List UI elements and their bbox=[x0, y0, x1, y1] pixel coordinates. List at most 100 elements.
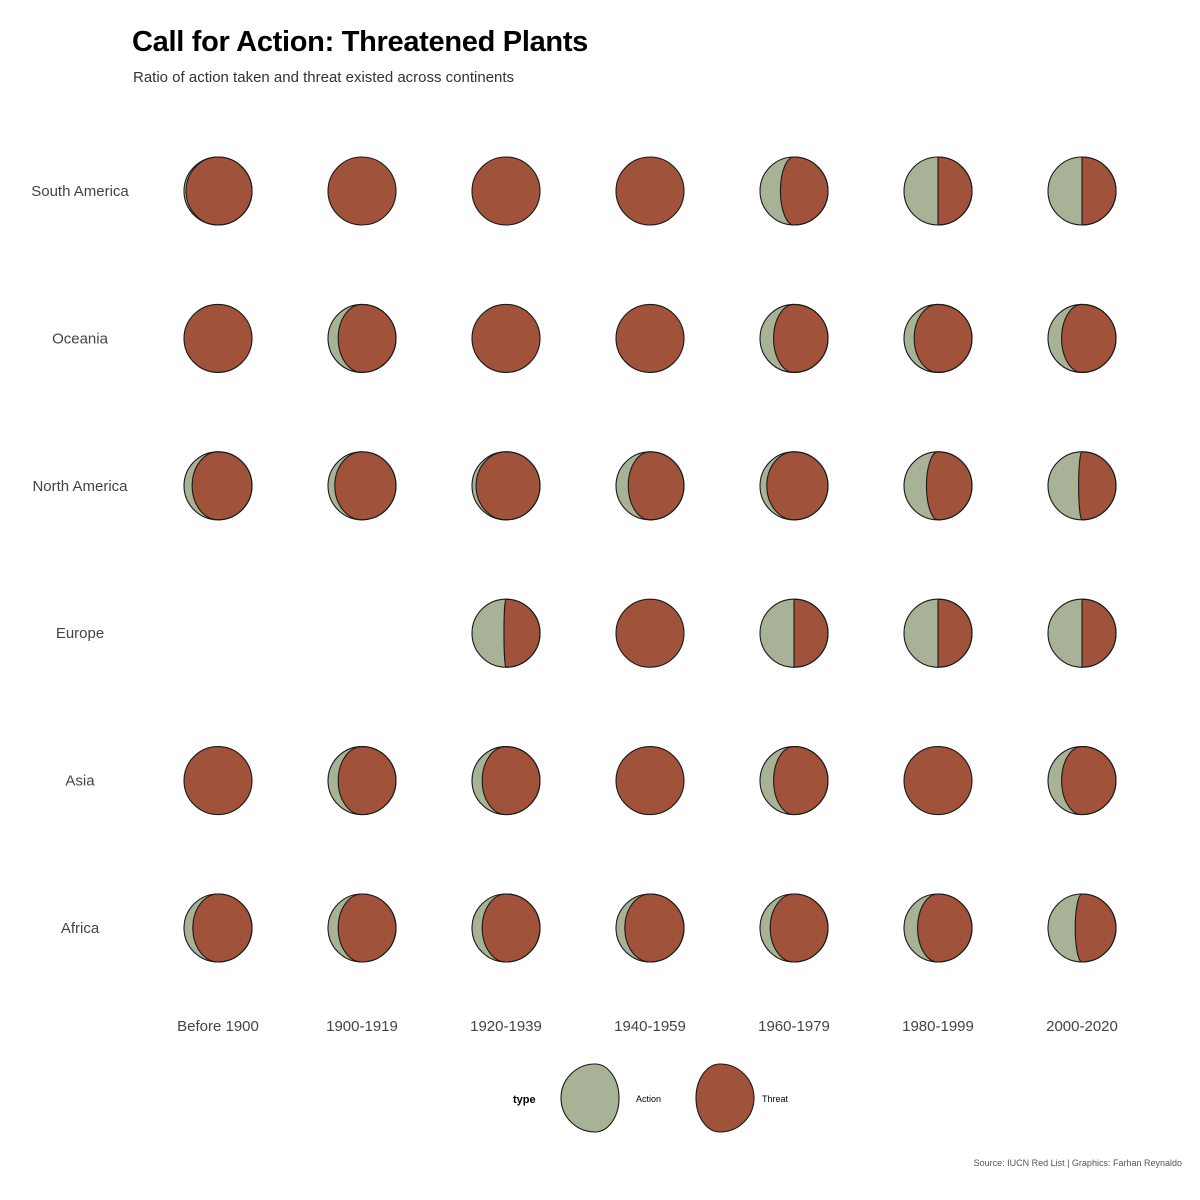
moon-threat bbox=[192, 893, 253, 963]
moon-threat bbox=[627, 451, 685, 521]
moon-threat bbox=[481, 893, 541, 963]
moon-point bbox=[759, 156, 829, 226]
moon-threat bbox=[925, 451, 973, 521]
moon-threat bbox=[481, 746, 541, 816]
y-axis-labels: South America Oceania North America Europe A… bbox=[31, 183, 129, 937]
moon-threat bbox=[1081, 598, 1117, 668]
y-tick-label: Oceania bbox=[52, 330, 109, 347]
moon-point bbox=[759, 451, 829, 521]
moon-threat bbox=[937, 598, 973, 668]
moon-threat bbox=[917, 893, 973, 963]
y-tick-label: North America bbox=[32, 478, 128, 495]
x-tick-label: 2000-2020 bbox=[1046, 1018, 1118, 1035]
y-tick-label: Africa bbox=[61, 920, 100, 937]
moon-point bbox=[903, 156, 973, 226]
moon-outline bbox=[759, 598, 829, 668]
moon-threat bbox=[337, 746, 397, 816]
moon-outline bbox=[903, 893, 973, 963]
moon-outline bbox=[759, 893, 829, 963]
legend-title: type bbox=[513, 1094, 536, 1106]
moon-point bbox=[471, 156, 541, 226]
moon-point bbox=[327, 451, 397, 521]
moon-outline bbox=[759, 303, 829, 373]
moon-outline bbox=[903, 451, 973, 521]
moon-outline bbox=[471, 451, 541, 521]
moon-point bbox=[183, 746, 253, 816]
moon-threat bbox=[615, 156, 685, 226]
moon-point bbox=[327, 303, 397, 373]
moon-threat bbox=[913, 303, 973, 373]
moon-threat bbox=[183, 303, 253, 373]
moon-outline bbox=[1047, 451, 1117, 521]
moon-outline bbox=[471, 893, 541, 963]
moon-outline bbox=[183, 451, 253, 521]
moon-point bbox=[1047, 893, 1117, 963]
x-tick-label: 1920-1939 bbox=[470, 1018, 542, 1035]
moon-point bbox=[1047, 451, 1117, 521]
moon-threat bbox=[769, 893, 829, 963]
moon-point bbox=[1047, 746, 1117, 816]
moon-threat bbox=[183, 746, 253, 816]
moon-point bbox=[903, 451, 973, 521]
moon-point bbox=[615, 746, 685, 816]
moon-point bbox=[615, 156, 685, 226]
moon-outline bbox=[327, 303, 397, 373]
moon-point bbox=[471, 746, 541, 816]
legend-label-threat: Threat bbox=[762, 1094, 789, 1104]
moon-point bbox=[471, 303, 541, 373]
moon-point bbox=[903, 746, 973, 816]
legend: type Action Threat bbox=[513, 1063, 789, 1133]
legend-key-threat bbox=[695, 1063, 755, 1133]
moon-threat bbox=[1061, 746, 1117, 816]
chart-caption: Source: IUCN Red List | Graphics: Farhan… bbox=[973, 1158, 1182, 1168]
moon-threat bbox=[937, 156, 973, 226]
moon-point bbox=[327, 893, 397, 963]
x-tick-label: 1960-1979 bbox=[758, 1018, 830, 1035]
moon-threat bbox=[903, 746, 973, 816]
moon-point bbox=[183, 156, 253, 226]
x-tick-label: Before 1900 bbox=[177, 1018, 259, 1035]
moon-point bbox=[1047, 598, 1117, 668]
moon-point bbox=[471, 598, 541, 668]
moon-threat bbox=[773, 303, 829, 373]
moon-threat bbox=[1061, 303, 1117, 373]
moon-point bbox=[903, 303, 973, 373]
moon-outline bbox=[1047, 598, 1117, 668]
moon-threat bbox=[1074, 893, 1117, 963]
legend-label-action: Action bbox=[636, 1094, 661, 1104]
x-tick-label: 1940-1959 bbox=[614, 1018, 686, 1035]
moon-outline bbox=[1047, 156, 1117, 226]
moon-threat bbox=[327, 156, 397, 226]
moon-outline bbox=[615, 451, 685, 521]
moon-outline bbox=[615, 893, 685, 963]
moon-point bbox=[615, 303, 685, 373]
moon-outline bbox=[471, 598, 541, 668]
moon-outline bbox=[903, 156, 973, 226]
moon-threat bbox=[471, 156, 541, 226]
moon-point bbox=[183, 893, 253, 963]
moon-threat bbox=[337, 893, 397, 963]
moon-point bbox=[759, 746, 829, 816]
moon-point bbox=[903, 893, 973, 963]
moon-point bbox=[1047, 156, 1117, 226]
moon-threat bbox=[624, 893, 685, 963]
moon-point bbox=[327, 746, 397, 816]
moon-threat bbox=[615, 746, 685, 816]
moon-point bbox=[1047, 303, 1117, 373]
moon-threat bbox=[773, 746, 829, 816]
y-tick-label: Asia bbox=[65, 773, 95, 790]
moon-outline bbox=[183, 156, 253, 226]
moon-threat bbox=[471, 303, 541, 373]
x-tick-label: 1980-1999 bbox=[902, 1018, 974, 1035]
moon-outline bbox=[1047, 303, 1117, 373]
moon-threat bbox=[779, 156, 829, 226]
chart-title: Call for Action: Threatened Plants bbox=[132, 26, 589, 58]
moon-outline bbox=[1047, 893, 1117, 963]
moon-threat bbox=[337, 303, 397, 373]
moon-outline bbox=[903, 598, 973, 668]
moon-point bbox=[615, 451, 685, 521]
moon-point bbox=[759, 598, 829, 668]
legend-key-action bbox=[560, 1063, 620, 1133]
x-tick-label: 1900-1919 bbox=[326, 1018, 398, 1035]
